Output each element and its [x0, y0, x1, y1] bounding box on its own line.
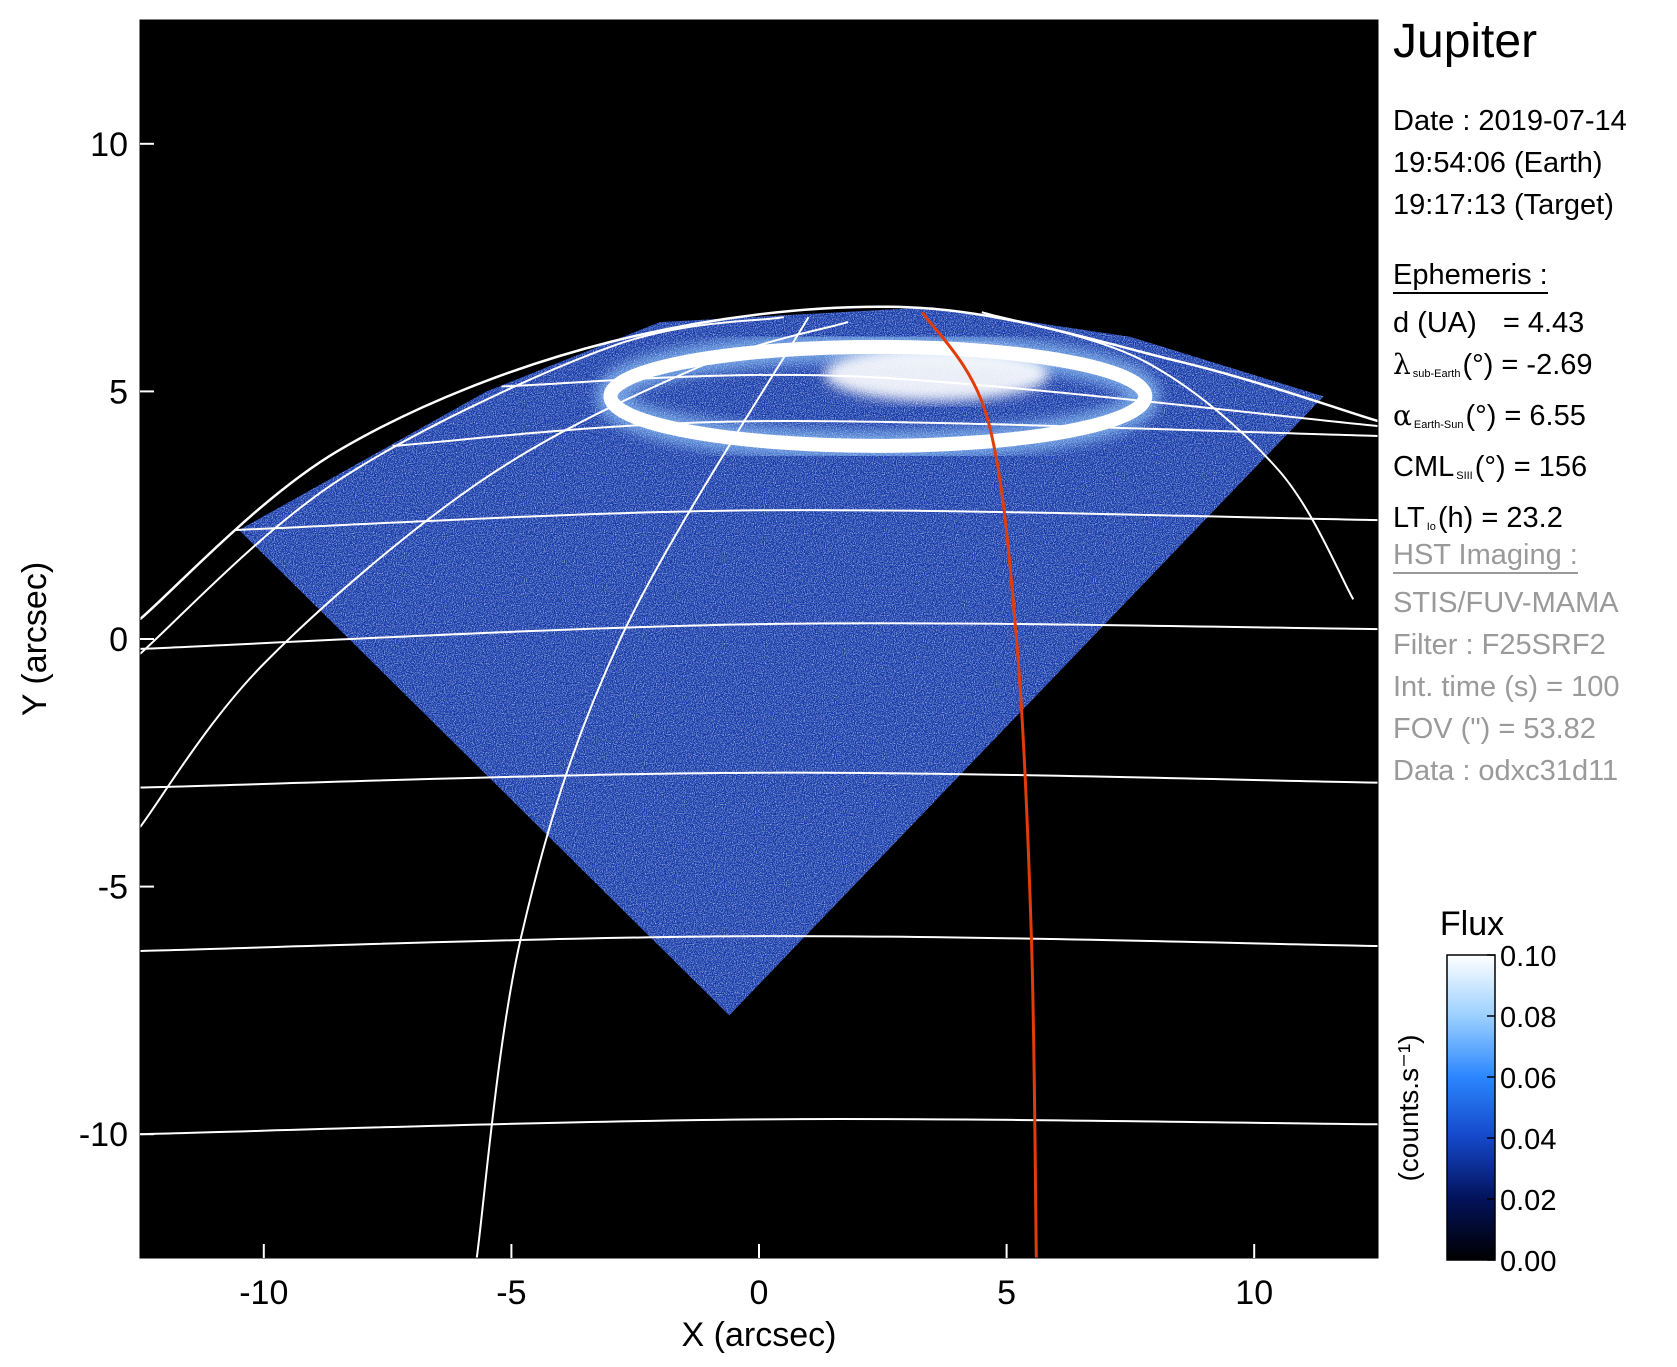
x-axis-label: X (arcsec) — [682, 1316, 837, 1354]
colorbar-ticks: 0.00 0.02 0.04 0.06 0.08 0.10 — [1487, 941, 1556, 1278]
x-tick-label: -10 — [239, 1274, 288, 1312]
alpha-value: (°) = 6.55 — [1465, 400, 1586, 432]
lat-lon-grid — [140, 305, 1378, 1258]
lambda-symbol: λ — [1393, 348, 1411, 381]
hst-filter: Filter : F25SRF2 — [1393, 629, 1606, 661]
y-tick-label: 0 — [109, 621, 128, 659]
hst-imaging-block: HST Imaging : STIS/FUV-MAMA Filter : F25… — [1393, 538, 1619, 792]
meridian-line — [140, 321, 849, 828]
auroral-emission-layer — [595, 331, 1161, 461]
cml-value: (°) = 156 — [1474, 451, 1588, 483]
image-footprint-layer — [239, 307, 1324, 1016]
earth-time: 19:54:06 (Earth) — [1393, 147, 1603, 179]
hst-data-id: Data : odxc31d11 — [1393, 755, 1619, 787]
latitude-line — [140, 771, 1378, 789]
y-tick-label: -10 — [79, 1116, 128, 1154]
alpha-symbol: α — [1393, 399, 1412, 432]
colorbar-bar — [1446, 954, 1496, 1261]
latitude-line — [234, 509, 1378, 532]
latitude-line — [140, 622, 1378, 650]
y-axis-label: Y (arcsec) — [16, 562, 54, 716]
hst-fov: FOV (") = 53.82 — [1393, 713, 1596, 745]
y-tick-label: -5 — [98, 869, 128, 907]
y-tick-label: 10 — [90, 126, 128, 164]
distance-value: = 4.43 — [1502, 307, 1585, 339]
meridian-line — [140, 316, 784, 655]
x-tick-label: 10 — [1235, 1274, 1273, 1312]
colorbar-tick-label: 0.10 — [1500, 941, 1556, 973]
cml-subscript: SIII — [1456, 470, 1473, 482]
lt-subscript: Io — [1426, 521, 1436, 533]
latitude-line — [140, 1118, 1378, 1136]
auroral-bright-region — [824, 346, 1049, 402]
planet-limb — [140, 305, 1378, 621]
ephemeris-phase-angle: α Earth-Sun(°) = 6.55 — [1393, 395, 1593, 446]
image-footprint-noise — [239, 307, 1324, 1016]
plot-area — [140, 305, 1378, 1258]
distance-label: d (UA) — [1393, 307, 1477, 339]
target-time: 19:17:13 (Target) — [1393, 189, 1614, 221]
colorbar-tick-label: 0.06 — [1500, 1063, 1556, 1095]
x-tick-label: 0 — [750, 1274, 769, 1312]
colorbar: 0.00 0.02 0.04 0.06 0.08 0.10 Flux (counts.s⁻… — [1393, 905, 1556, 1278]
lt-symbol: LT — [1393, 502, 1425, 534]
x-tick-label: -5 — [496, 1274, 526, 1312]
auroral-oval — [603, 339, 1153, 453]
hst-integration-time: Int. time (s) = 100 — [1393, 671, 1620, 703]
hst-heading: HST Imaging : — [1393, 538, 1578, 574]
colorbar-tick-label: 0.00 — [1500, 1246, 1556, 1278]
lambda-subscript: sub-Earth — [1412, 368, 1461, 380]
io-footprint-line — [921, 311, 1038, 1258]
ephemeris-heading: Ephemeris : — [1393, 258, 1548, 294]
x-tick-label: 5 — [997, 1274, 1016, 1312]
y-axis: -10 -5 0 5 10 — [79, 126, 154, 1154]
colorbar-tick-label: 0.04 — [1500, 1124, 1556, 1156]
latitude-line — [140, 935, 1378, 952]
cml-symbol: CML — [1393, 451, 1455, 483]
ephemeris-latitude: λ sub-Earth(°) = -2.69 — [1393, 344, 1593, 395]
x-axis: -10 -5 0 5 10 — [239, 1244, 1273, 1312]
meridian-line — [475, 316, 810, 1258]
colorbar-tick-label: 0.08 — [1500, 1002, 1556, 1034]
target-name: Jupiter — [1393, 15, 1538, 68]
ephemeris-block: Ephemeris : d (UA) = 4.43 λ sub-Earth(°) … — [1393, 258, 1593, 548]
ephemeris-distance: d (UA) = 4.43 — [1393, 302, 1593, 344]
io-footprint-layer — [921, 311, 1038, 1258]
y-tick-label: 5 — [109, 373, 128, 411]
hst-instrument: STIS/FUV-MAMA — [1393, 587, 1619, 619]
latitude-line — [392, 419, 1378, 447]
ephemeris-local-time: LT Io(h) = 23.2 — [1393, 497, 1593, 548]
alpha-subscript: Earth-Sun — [1413, 419, 1464, 431]
ephemeris-cml: CML SIII(°) = 156 — [1393, 446, 1593, 497]
colorbar-tick-label: 0.02 — [1500, 1185, 1556, 1217]
colorbar-label: (counts.s⁻¹) — [1393, 1034, 1424, 1181]
observation-date: Date : 2019-07-14 — [1393, 105, 1627, 137]
lt-value: (h) = 23.2 — [1437, 502, 1563, 534]
latitude-line — [501, 373, 1378, 428]
date-block: Date : 2019-07-14 19:54:06 (Earth) 19:17… — [1393, 100, 1627, 226]
lambda-value: (°) = -2.69 — [1462, 349, 1593, 381]
colorbar-title: Flux — [1440, 905, 1504, 943]
